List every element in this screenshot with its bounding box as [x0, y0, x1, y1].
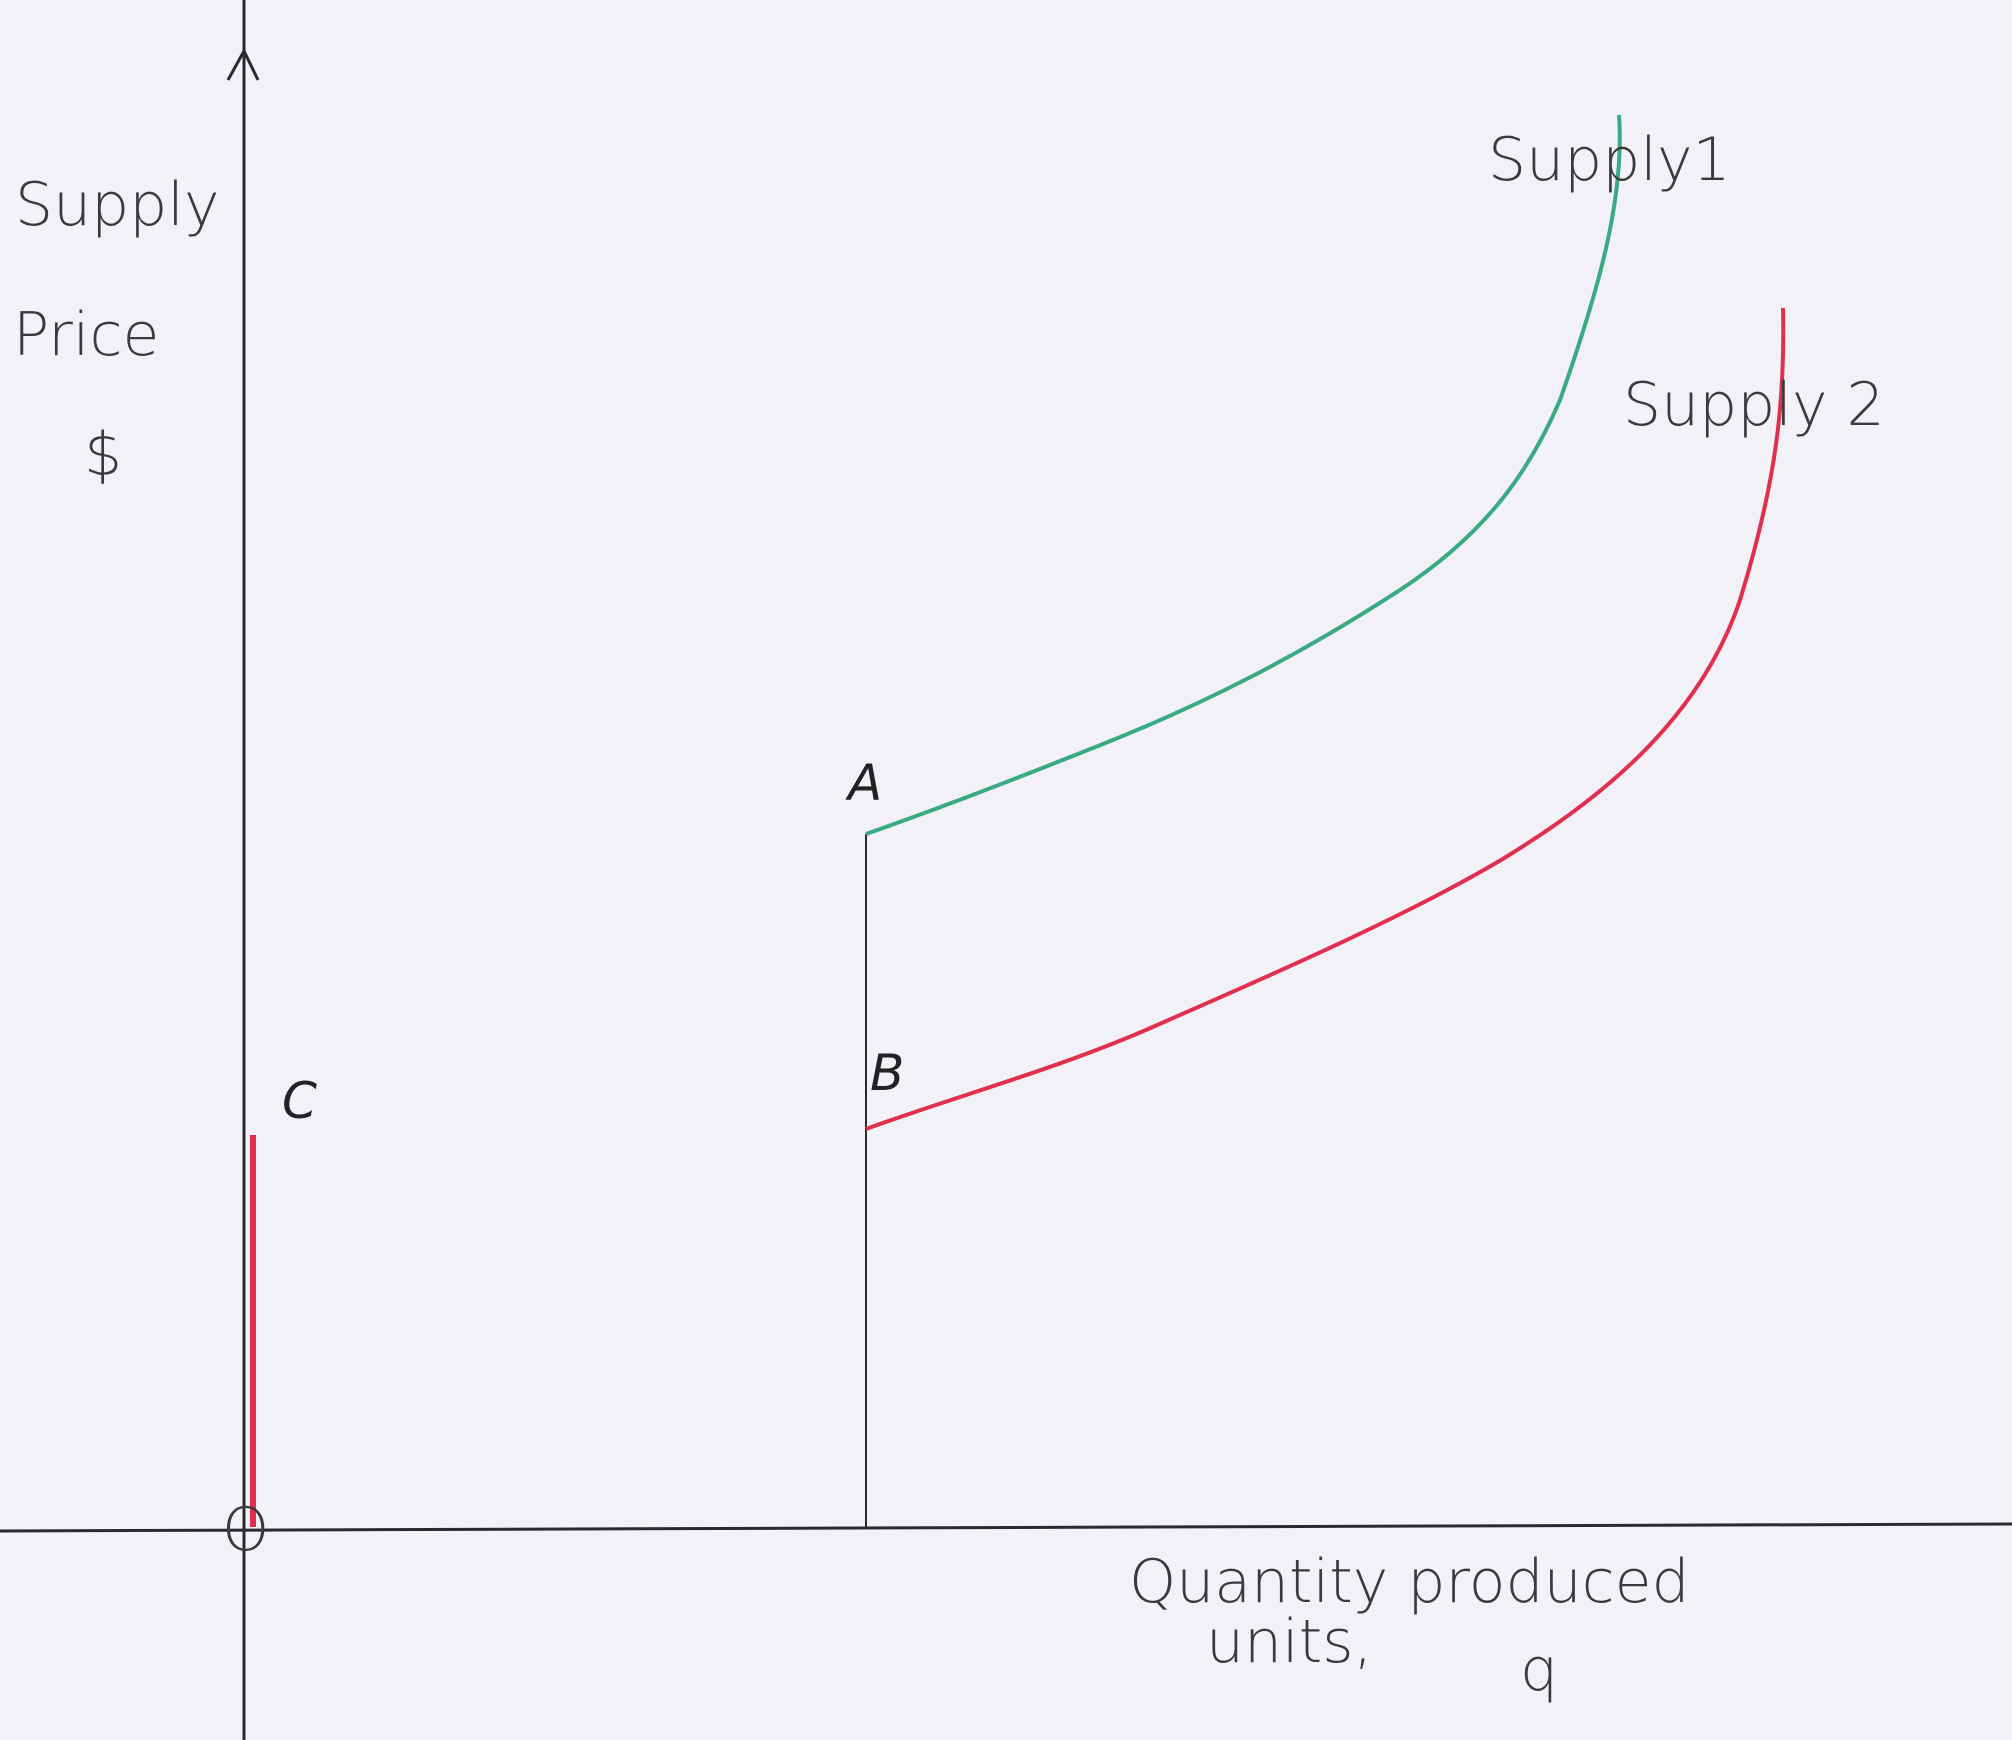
point-c: C	[282, 1072, 317, 1130]
x-label-3: q	[1520, 1635, 1558, 1705]
y-axis-arrow	[226, 47, 260, 81]
x-label-2: units,	[1206, 1607, 1373, 1677]
supply2-curve	[865, 307, 1786, 1131]
supply1-label: Supply1	[1488, 125, 1731, 195]
y-label-2: Price	[13, 300, 159, 370]
supply1-curve	[865, 114, 1622, 836]
point-b: B	[870, 1044, 904, 1102]
x-axis	[0, 1522, 2012, 1533]
y-label-1: Supply	[15, 170, 219, 240]
origin-label: O	[222, 1495, 269, 1565]
y-label-3: $	[84, 420, 122, 490]
x-label-1: Quantity produced	[1129, 1547, 1690, 1617]
supply2-label: Supply 2	[1623, 370, 1885, 440]
point-a: A	[845, 754, 882, 812]
